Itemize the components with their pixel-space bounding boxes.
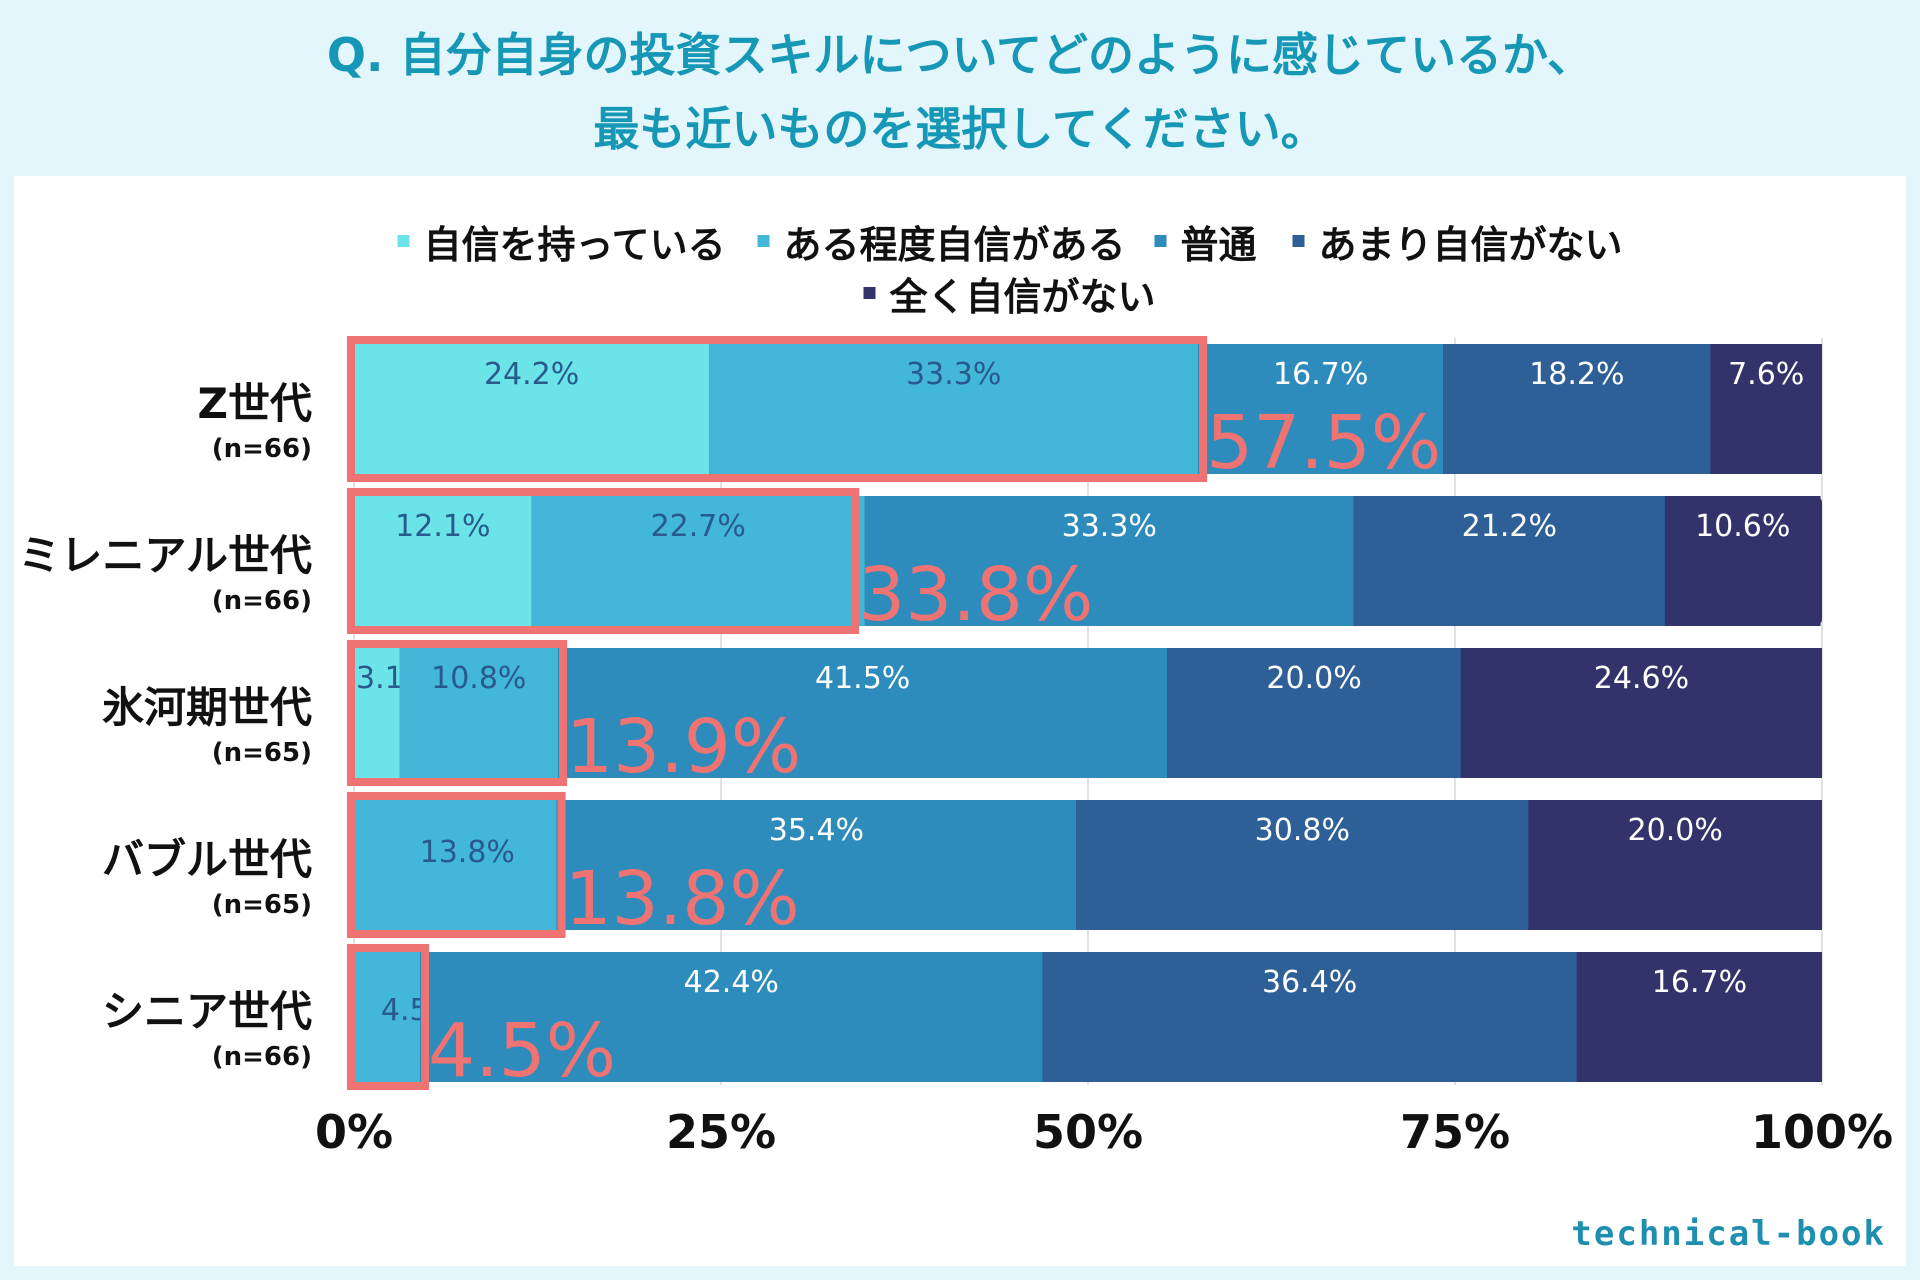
sample-size-4: (n=66): [212, 1042, 312, 1072]
legend-swatch-4: [863, 287, 876, 299]
sample-size-2: (n=65): [212, 738, 312, 768]
highlight-box-3: [347, 792, 566, 938]
x-tick-label-2: 50%: [1033, 1105, 1143, 1159]
category-label-2: 氷河期世代: [102, 683, 312, 732]
bar-segment-4-1: [354, 952, 421, 1082]
bar-label-3-4: 20.0%: [1628, 813, 1723, 848]
bar-segment-0-1: [709, 344, 1199, 474]
bar-label-4-3: 36.4%: [1262, 965, 1357, 1000]
highlight-total-2: 13.9%: [566, 704, 801, 790]
bar-segment-0-2: [1198, 344, 1444, 474]
bar-segment-4-4: [1576, 952, 1822, 1082]
highlight-box-2: [347, 640, 568, 786]
bar-label-0-4: 7.6%: [1728, 357, 1804, 392]
bar-segment-0-4: [1710, 344, 1822, 474]
bar-label-3-3: 30.8%: [1255, 813, 1350, 848]
bar-segment-3-4: [1528, 800, 1822, 930]
bar-label-0-1: 33.3%: [906, 357, 1001, 392]
bar-segment-1-2: [864, 496, 1354, 626]
bar-segment-4-3: [1042, 952, 1577, 1082]
legend-swatch-2: [1154, 235, 1167, 247]
bar-label-2-2: 41.5%: [815, 661, 910, 696]
legend-swatch-0: [397, 235, 410, 247]
bar-label-2-1: 10.8%: [431, 661, 526, 696]
bar-label-0-0: 24.2%: [484, 357, 579, 392]
bar-label-4-2: 42.4%: [684, 965, 779, 1000]
legend-swatch-1: [757, 235, 770, 247]
bar-label-3-1: 13.8%: [420, 835, 515, 870]
x-tick-label-1: 25%: [666, 1105, 776, 1159]
bar-segment-2-2: [558, 648, 1168, 778]
bar-segment-0-3: [1443, 344, 1711, 474]
category-label-0: Z世代: [198, 379, 312, 428]
bar-label-1-3: 21.2%: [1462, 509, 1557, 544]
bar-label-4-4: 16.7%: [1652, 965, 1747, 1000]
highlight-total-0: 57.5%: [1206, 400, 1441, 486]
legend-label-0: 自信を持っている: [424, 223, 726, 267]
bar-segment-1-0: [354, 496, 532, 626]
legend-label-3: あまり自信がない: [1319, 223, 1623, 267]
bar-label-2-3: 20.0%: [1266, 661, 1361, 696]
category-label-3: バブル世代: [102, 835, 312, 884]
sample-size-1: (n=66): [212, 586, 312, 616]
category-label-4: シニア世代: [102, 987, 312, 1036]
bar-label-1-0: 12.1%: [395, 509, 490, 544]
highlight-total-4: 4.5%: [428, 1008, 616, 1094]
sample-size-3: (n=65): [212, 890, 312, 920]
bar-segment-0-0: [354, 344, 710, 474]
title-line-2: 最も近いものを選択してください。: [593, 102, 1327, 156]
title-line-1: Q. 自分自身の投資スキルについてどのように感じているか、: [326, 28, 1594, 82]
bar-segment-2-4: [1460, 648, 1822, 778]
bar-segment-4-2: [420, 952, 1043, 1082]
category-label-1: ミレニアル世代: [18, 531, 312, 580]
bar-segment-1-3: [1353, 496, 1665, 626]
bar-segment-3-1: [354, 800, 557, 930]
x-tick-label-3: 75%: [1400, 1105, 1510, 1159]
bar-segment-2-1: [399, 648, 559, 778]
chart-title: Q. 自分自身の投資スキルについてどのように感じているか、 最も近いものを選択し…: [0, 18, 1920, 166]
highlight-total-1: 33.8%: [858, 552, 1093, 638]
highlight-box-0: [347, 336, 1208, 482]
bar-label-2-4: 24.6%: [1594, 661, 1689, 696]
x-tick-label-0: 0%: [315, 1105, 393, 1159]
highlight-total-3: 13.8%: [565, 856, 800, 942]
bar-label-1-1: 22.7%: [651, 509, 746, 544]
bar-label-3-2: 35.4%: [769, 813, 864, 848]
bar-label-0-3: 18.2%: [1529, 357, 1624, 392]
highlight-box-4: [347, 944, 430, 1090]
legend-label-1: ある程度自信がある: [784, 223, 1126, 267]
bar-segment-1-1: [531, 496, 865, 626]
bar-segment-1-4: [1664, 496, 1821, 626]
bar-segment-2-0: [354, 648, 400, 778]
bar-label-1-2: 33.3%: [1062, 509, 1157, 544]
brand-logo: technical-book: [1571, 1214, 1886, 1254]
bar-segment-2-3: [1167, 648, 1461, 778]
bar-segment-3-2: [556, 800, 1077, 930]
x-tick-label-4: 100%: [1751, 1105, 1893, 1159]
bar-label-0-2: 16.7%: [1273, 357, 1368, 392]
bar-label-1-4: 10.6%: [1695, 509, 1790, 544]
legend-label-2: 普通: [1181, 223, 1257, 267]
legend-swatch-3: [1292, 235, 1305, 247]
sample-size-0: (n=66): [212, 434, 312, 464]
bar-segment-3-3: [1076, 800, 1529, 930]
highlight-box-1: [347, 488, 860, 634]
legend-label-4: 全く自信がない: [889, 275, 1156, 319]
